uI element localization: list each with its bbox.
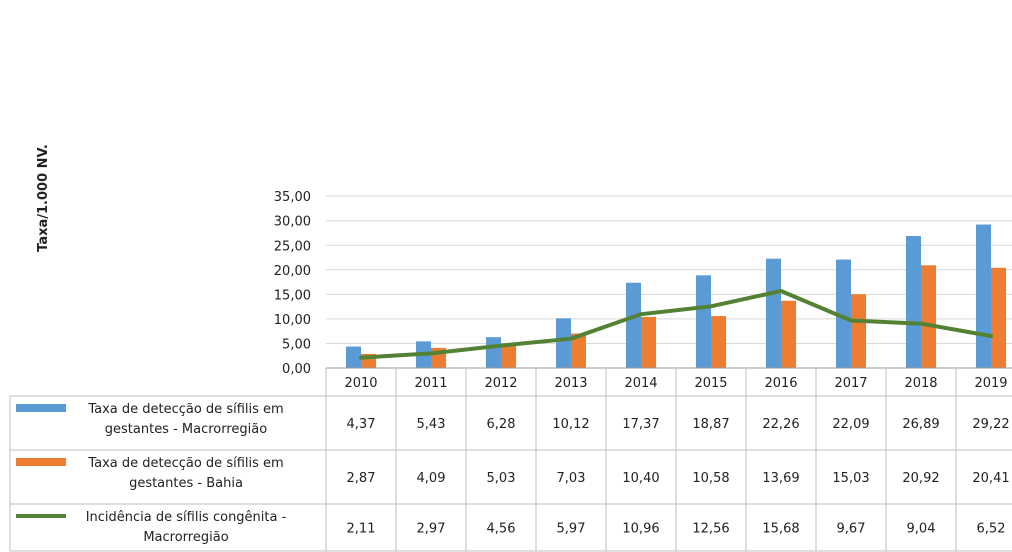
legend-label-line: Taxa de detecção de sífilis em [87, 456, 283, 471]
table-cell-value: 20,92 [902, 471, 939, 486]
line-point [429, 351, 433, 355]
table-cell-value: 17,37 [622, 417, 659, 432]
table-cell-value: 2,11 [347, 522, 376, 537]
table-cell-value: 22,09 [832, 417, 869, 432]
table-cell-value: 9,04 [907, 522, 936, 537]
table-cell-value: 6,28 [487, 417, 516, 432]
legend-key [16, 458, 66, 466]
line-point [989, 334, 993, 338]
table-cell-value: 4,09 [417, 471, 446, 486]
table-cell-value: 4,37 [347, 417, 376, 432]
legend-key [16, 404, 66, 412]
series-line [359, 289, 993, 360]
bar [906, 235, 921, 368]
bar [781, 300, 796, 368]
line-point [639, 312, 643, 316]
y-tick-label: 35,00 [274, 190, 311, 205]
line-point [709, 304, 713, 308]
bar [556, 318, 571, 368]
legend-label-line: gestantes - Macrorregião [105, 422, 267, 437]
y-tick-label: 25,00 [274, 239, 311, 254]
x-tick-label: 2014 [624, 376, 657, 391]
table-cell-value: 13,69 [762, 471, 799, 486]
bar [501, 343, 516, 368]
line-point [849, 319, 853, 323]
bar [571, 333, 586, 368]
table-cell-value: 10,40 [622, 471, 659, 486]
legend-label-line: gestantes - Bahia [129, 476, 243, 491]
bar [711, 316, 726, 368]
table-cell-value: 7,03 [557, 471, 586, 486]
table-cell-value: 20,41 [972, 471, 1009, 486]
bar [991, 267, 1006, 368]
y-tick-label: 15,00 [274, 288, 311, 303]
table-cell-value: 10,96 [622, 522, 659, 537]
table-cell-value: 15,68 [762, 522, 799, 537]
bar [626, 282, 641, 368]
x-tick-label: 2018 [904, 376, 937, 391]
x-tick-label: 2019 [974, 376, 1007, 391]
x-tick-label: 2011 [414, 376, 447, 391]
legend-label-line: Macrorregião [143, 530, 228, 545]
table-cell-value: 12,56 [692, 522, 729, 537]
table-cell-value: 18,87 [692, 417, 729, 432]
y-tick-label: 5,00 [282, 337, 311, 352]
bar [346, 346, 361, 368]
table-cell-value: 6,52 [977, 522, 1006, 537]
x-tick-label: 2017 [834, 376, 867, 391]
bar [836, 259, 851, 368]
y-tick-label: 0,00 [282, 362, 311, 377]
y-tick-label: 10,00 [274, 313, 311, 328]
bar [766, 258, 781, 368]
line-point [779, 289, 783, 293]
table-cell-value: 10,12 [552, 417, 589, 432]
y-tick-label: 30,00 [274, 215, 311, 230]
table-cell-value: 15,03 [832, 471, 869, 486]
x-tick-label: 2013 [554, 376, 587, 391]
line-point [499, 344, 503, 348]
x-tick-label: 2015 [694, 376, 727, 391]
legend-label: Taxa de detecção de sífilis em gestantes … [87, 402, 283, 437]
table-cell-value: 10,58 [692, 471, 729, 486]
line-point [359, 356, 363, 360]
x-tick-label: 2012 [484, 376, 517, 391]
table-cell-value: 26,89 [902, 417, 939, 432]
legend-label: Incidência de sífilis congênita - Macrorr… [86, 510, 287, 545]
legend-label: Taxa de detecção de sífilis em gestantes … [87, 456, 283, 491]
y-tick-label: 20,00 [274, 264, 311, 279]
table-cell-value: 2,87 [347, 471, 376, 486]
table-cell-value: 29,22 [972, 417, 1009, 432]
y-axis: 0,00 5,00 10,00 15,00 20,00 25,00 30,00 35,00 [274, 190, 311, 377]
bar [976, 224, 991, 368]
data-table: 2010 2011 2012 2013 2014 2015 2016 2017 2018 2019… [9, 367, 1012, 552]
table-cell-value: 5,03 [487, 471, 516, 486]
bars [346, 224, 1006, 368]
bar [696, 275, 711, 368]
y-axis-label: Taxa/1.000 NV. [36, 144, 51, 252]
bar [641, 316, 656, 368]
legend-label-line: Incidência de sífilis congênita - [86, 510, 287, 525]
bar [486, 337, 501, 368]
table-cell-value: 5,43 [417, 417, 446, 432]
table-cell-value: 2,97 [417, 522, 446, 537]
line-series [359, 289, 993, 360]
table-cell-value: 9,67 [837, 522, 866, 537]
table-cell-value: 4,56 [487, 522, 516, 537]
x-tick-label: 2016 [764, 376, 797, 391]
bar [921, 265, 936, 368]
gridlines [326, 195, 1012, 344]
line-point [919, 322, 923, 326]
legend-label-line: Taxa de detecção de sífilis em [87, 402, 283, 417]
line-point [569, 337, 573, 341]
table-cell-value: 22,26 [762, 417, 799, 432]
bar [851, 294, 866, 368]
table-cell-value: 5,97 [557, 522, 586, 537]
x-tick-label: 2010 [344, 376, 377, 391]
